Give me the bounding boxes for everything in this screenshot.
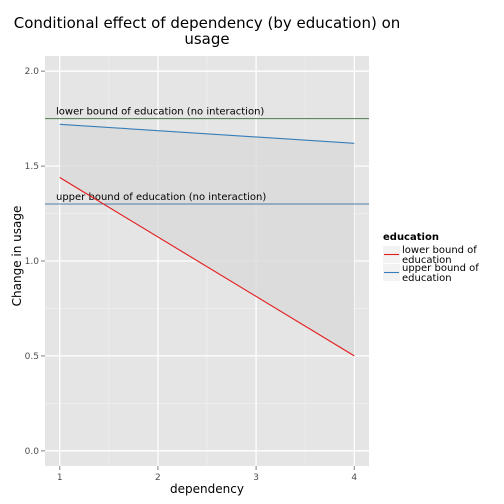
legend-title: education [383, 232, 439, 243]
x-tick-label: 2 [155, 473, 161, 483]
x-tick-label: 1 [57, 473, 63, 483]
y-tick-label: 2.0 [25, 67, 40, 77]
y-axis-title: Change in usage [10, 206, 24, 307]
x-axis-ticks: 1 2 3 4 [57, 466, 358, 483]
reference-line-label: lower bound of education (no interaction… [56, 107, 264, 118]
x-axis-title: dependency [170, 482, 244, 496]
chart-title-line-2: usage [184, 30, 229, 48]
y-tick-label: 0.5 [25, 352, 39, 362]
y-tick-label: 1.0 [25, 257, 40, 267]
y-tick-label: 0.0 [25, 447, 40, 457]
legend-label: education [402, 273, 452, 284]
chart-title: Conditional effect of dependency (by edu… [14, 14, 401, 48]
y-axis-ticks: 0.0 0.5 1.0 1.5 2.0 [25, 67, 45, 457]
y-tick-label: 1.5 [25, 162, 39, 172]
x-tick-label: 4 [351, 473, 357, 483]
x-tick-label: 3 [253, 473, 259, 483]
